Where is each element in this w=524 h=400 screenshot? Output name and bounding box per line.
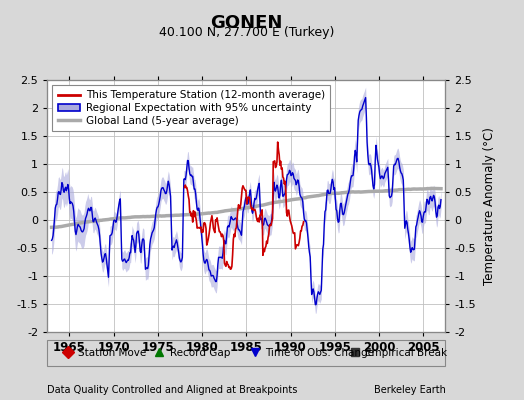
Text: Berkeley Earth: Berkeley Earth — [374, 385, 445, 395]
Text: Empirical Break: Empirical Break — [365, 348, 447, 358]
Legend: This Temperature Station (12-month average), Regional Expectation with 95% uncer: This Temperature Station (12-month avera… — [52, 85, 330, 131]
Text: GONEN: GONEN — [210, 14, 282, 32]
Text: Record Gap: Record Gap — [170, 348, 230, 358]
Y-axis label: Temperature Anomaly (°C): Temperature Anomaly (°C) — [483, 127, 496, 285]
Text: 40.100 N, 27.700 E (Turkey): 40.100 N, 27.700 E (Turkey) — [159, 26, 334, 39]
Text: Data Quality Controlled and Aligned at Breakpoints: Data Quality Controlled and Aligned at B… — [47, 385, 298, 395]
Text: Station Move: Station Move — [78, 348, 147, 358]
Text: Time of Obs. Change: Time of Obs. Change — [265, 348, 374, 358]
